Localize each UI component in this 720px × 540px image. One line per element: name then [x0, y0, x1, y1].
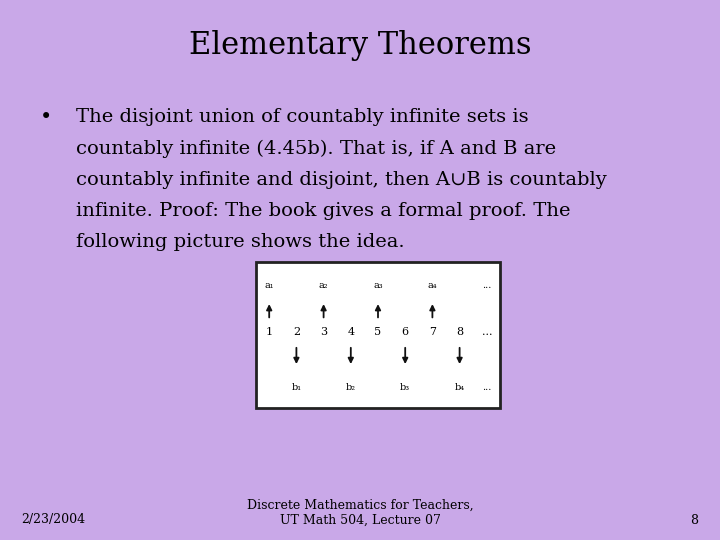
- Text: b₂: b₂: [346, 383, 356, 392]
- Text: 5: 5: [374, 327, 382, 337]
- Text: 6: 6: [402, 327, 409, 337]
- Text: Elementary Theorems: Elementary Theorems: [189, 30, 531, 62]
- Text: a₄: a₄: [428, 281, 437, 290]
- Text: countably infinite and disjoint, then A∪B is countably: countably infinite and disjoint, then A∪…: [76, 171, 606, 188]
- Text: 8: 8: [690, 514, 698, 526]
- Text: countably infinite (4.45b). That is, if A and B are: countably infinite (4.45b). That is, if …: [76, 139, 556, 158]
- Text: following picture shows the idea.: following picture shows the idea.: [76, 233, 404, 251]
- Text: 8: 8: [456, 327, 463, 337]
- Text: ...: ...: [482, 327, 492, 337]
- Text: b₃: b₃: [400, 383, 410, 392]
- Text: 7: 7: [429, 327, 436, 337]
- Text: infinite. Proof: The book gives a formal proof. The: infinite. Proof: The book gives a formal…: [76, 202, 570, 220]
- Text: Discrete Mathematics for Teachers,
UT Math 504, Lecture 07: Discrete Mathematics for Teachers, UT Ma…: [247, 498, 473, 526]
- Text: •: •: [40, 108, 52, 127]
- Text: The disjoint union of countably infinite sets is: The disjoint union of countably infinite…: [76, 108, 528, 126]
- Text: 2/23/2004: 2/23/2004: [22, 514, 86, 526]
- Text: b₄: b₄: [454, 383, 464, 392]
- Text: a₁: a₁: [264, 281, 274, 290]
- Text: 2: 2: [293, 327, 300, 337]
- Text: b₁: b₁: [292, 383, 302, 392]
- Text: 3: 3: [320, 327, 327, 337]
- Text: ...: ...: [482, 383, 492, 392]
- Text: a₂: a₂: [319, 281, 328, 290]
- Text: a₃: a₃: [373, 281, 383, 290]
- Text: 1: 1: [266, 327, 273, 337]
- Text: 4: 4: [347, 327, 354, 337]
- FancyBboxPatch shape: [256, 262, 500, 408]
- Text: ...: ...: [482, 281, 492, 290]
